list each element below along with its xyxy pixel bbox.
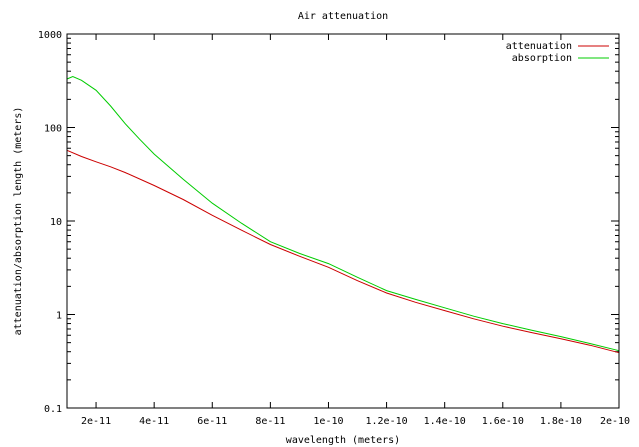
x-tick-label: 4e-11 xyxy=(139,416,169,427)
legend-label-absorption: absorption xyxy=(512,53,572,64)
x-tick-label: 2e-11 xyxy=(81,416,111,427)
x-tick-label: 1.2e-10 xyxy=(366,416,408,427)
series-line-absorption xyxy=(66,76,620,352)
series-lines xyxy=(66,76,620,354)
series-line-attenuation xyxy=(66,149,620,354)
x-tick-label: 1e-10 xyxy=(313,416,343,427)
y-tick-label: 10 xyxy=(50,217,62,228)
x-tick-label: 1.6e-10 xyxy=(482,416,524,427)
x-tick-label: 1.8e-10 xyxy=(540,416,582,427)
x-tick-label: 8e-11 xyxy=(255,416,285,427)
x-tick-label: 6e-11 xyxy=(197,416,227,427)
x-tick-label: 2e-10 xyxy=(600,416,630,427)
x-axis-label: wavelength (meters) xyxy=(286,435,400,446)
x-tick-label: 1.4e-10 xyxy=(424,416,466,427)
y-tick-label: 0.1 xyxy=(44,404,62,415)
y-axis-label: attenuation/absorption length (meters) xyxy=(13,107,24,336)
plot-frame xyxy=(66,33,620,409)
y-tick-label: 1000 xyxy=(38,30,62,41)
y-tick-label: 100 xyxy=(44,124,62,135)
legend-label-attenuation: attenuation xyxy=(506,41,572,52)
chart-title: Air attenuation xyxy=(298,11,388,22)
y-tick-label: 1 xyxy=(56,311,62,322)
